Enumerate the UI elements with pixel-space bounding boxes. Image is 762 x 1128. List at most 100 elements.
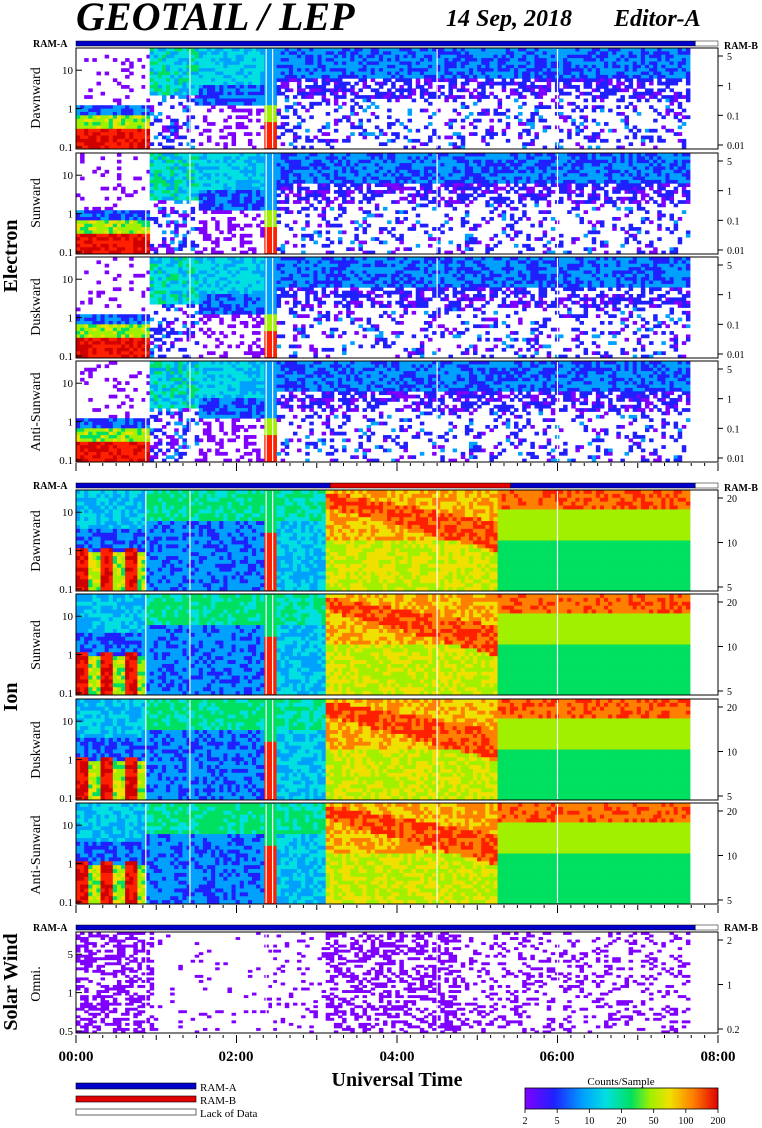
heatmap-cell: [309, 68, 314, 72]
heatmap-cell: [202, 166, 208, 171]
heatmap-cell: [137, 237, 142, 241]
heatmap-cell: [333, 91, 339, 96]
heatmap-cell: [477, 179, 482, 184]
heatmap-cell: [591, 71, 597, 76]
heatmap-cell: [452, 142, 458, 147]
heatmap-cell: [501, 179, 507, 184]
heatmap-cell: [612, 227, 617, 231]
heatmap-cell: [333, 68, 339, 72]
heatmap-cell: [350, 179, 355, 184]
heatmap-cell: [321, 61, 327, 66]
heatmap-cell: [239, 91, 245, 96]
heatmap-cell: [252, 186, 257, 191]
heatmap-cell: [378, 156, 384, 161]
heatmap-cell: [448, 163, 453, 167]
heatmap-cell: [407, 81, 413, 86]
heatmap-cell: [473, 153, 478, 157]
heatmap-cell: [493, 48, 499, 52]
heatmap-cell: [428, 243, 433, 248]
heatmap-cell: [644, 61, 650, 66]
heatmap-cell: [657, 48, 662, 52]
heatmap-cell: [198, 156, 204, 161]
heatmap-cell: [198, 54, 204, 59]
heatmap-cell: [292, 153, 298, 157]
heatmap-cell: [121, 122, 126, 126]
heatmap-cell: [260, 166, 265, 171]
heatmap-cell: [80, 145, 85, 150]
heatmap-cell: [215, 179, 220, 184]
heatmap-cell: [92, 135, 97, 140]
heatmap-cell: [219, 153, 224, 157]
heatmap-cell: [526, 61, 531, 66]
heatmap-cell: [198, 142, 204, 147]
heatmap-cell: [624, 88, 629, 93]
heatmap-cell: [198, 64, 204, 69]
heatmap-cell: [362, 132, 368, 136]
heatmap-cell: [509, 237, 515, 241]
heatmap-cell: [186, 78, 192, 83]
heatmap-cell: [170, 51, 175, 56]
heatmap-cell: [129, 247, 134, 252]
heatmap-cell: [497, 101, 503, 106]
heatmap-cell: [501, 78, 507, 83]
heatmap-cell: [636, 91, 642, 96]
heatmap-cell: [161, 135, 167, 140]
heatmap-cell: [121, 190, 126, 194]
heatmap-cell: [153, 51, 159, 56]
heatmap-cell: [477, 118, 482, 123]
heatmap-cell: [685, 61, 691, 66]
heatmap-cell: [239, 203, 245, 208]
heatmap-cell: [419, 203, 425, 208]
heatmap-cell: [342, 85, 347, 89]
heatmap-cell: [546, 68, 552, 72]
heatmap-cell: [538, 54, 544, 59]
heatmap-cell: [583, 71, 589, 76]
heatmap-cell: [260, 176, 265, 181]
heatmap-cell: [342, 190, 347, 194]
heatmap-cell: [538, 91, 544, 96]
heatmap-cell: [305, 159, 310, 164]
heatmap-cell: [129, 71, 134, 76]
heatmap-cell: [317, 173, 322, 177]
heatmap-cell: [186, 166, 192, 171]
heatmap-cell: [325, 142, 331, 147]
heatmap-cell: [346, 159, 351, 164]
heatmap-cell: [448, 153, 453, 157]
heatmap-cell: [428, 169, 433, 174]
heatmap-cell: [284, 108, 290, 113]
heatmap-cell: [604, 58, 609, 62]
heatmap-cell: [112, 243, 118, 248]
heatmap-cell: [538, 173, 544, 177]
heatmap-cell: [219, 85, 224, 89]
heatmap-cell: [333, 153, 339, 157]
heatmap-cell: [317, 61, 322, 66]
heatmap-cell: [669, 78, 675, 83]
heatmap-cell: [239, 200, 245, 204]
heatmap-cell: [460, 220, 466, 225]
heatmap-cell: [112, 250, 118, 255]
heatmap-cell: [432, 78, 437, 83]
heatmap-cell: [227, 223, 232, 228]
heatmap-cell: [505, 115, 511, 120]
heatmap-cell: [170, 122, 175, 126]
heatmap-cell: [288, 54, 294, 59]
heatmap-cell: [681, 108, 687, 113]
heatmap-cell: [473, 78, 478, 83]
heatmap-cell: [337, 230, 343, 235]
heatmap-cell: [125, 138, 130, 143]
heatmap-cell: [550, 250, 556, 255]
heatmap-cell: [460, 145, 466, 150]
heatmap-cell: [198, 61, 204, 66]
heatmap-cell: [112, 213, 118, 218]
heatmap-cell: [423, 125, 429, 130]
heatmap-cell: [530, 54, 535, 59]
heatmap-cell: [342, 58, 347, 62]
heatmap-cell: [432, 71, 437, 76]
heatmap-cell: [276, 74, 282, 79]
heatmap-cell: [280, 51, 286, 56]
heatmap-cell: [337, 78, 343, 83]
heatmap-cell: [419, 183, 425, 188]
heatmap-cell: [321, 91, 327, 96]
heatmap-cell: [587, 196, 593, 201]
heatmap-cell: [407, 193, 413, 198]
